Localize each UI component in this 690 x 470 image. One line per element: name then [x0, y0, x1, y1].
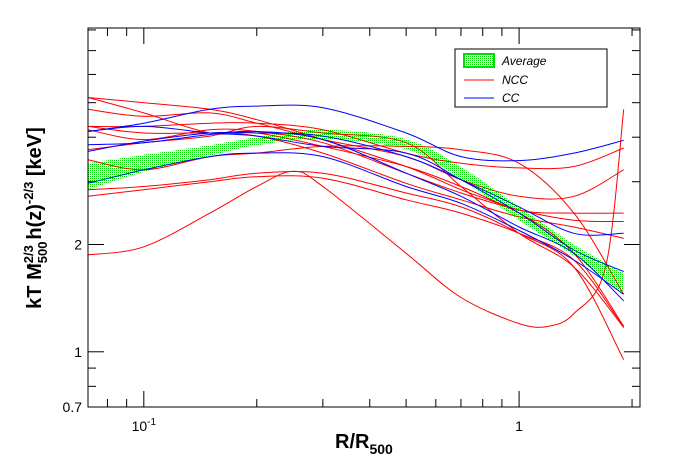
series-ncc-8 [87, 128, 624, 223]
series-cc-11 [87, 104, 624, 162]
series-cc-15 [87, 125, 624, 272]
y-axis-title: kT M500-2/3 h(z)-2/3 [keV] [21, 127, 50, 309]
series-ncc-0 [87, 97, 625, 327]
series-ncc-2 [87, 175, 625, 328]
series-cc-13 [87, 130, 625, 302]
series-ncc-9 [87, 125, 624, 239]
y-tick-label: 1 [74, 344, 82, 360]
series-cc-14 [87, 152, 624, 295]
legend-swatch-average [463, 53, 495, 68]
series-layer [87, 97, 625, 360]
series-cc-12 [87, 131, 624, 236]
tick-layer: 0.7 1 2 10-1 1 [63, 28, 640, 434]
series-ncc-3 [87, 170, 625, 360]
legend-label-cc: CC [502, 91, 520, 105]
x-axis-title: R/R500 [335, 431, 393, 457]
legend-label-average: Average [501, 54, 547, 68]
plot-frame [87, 27, 641, 408]
series-ncc-1 [87, 109, 625, 328]
x-tick-label: 1 [515, 418, 523, 434]
legend: Average NCC CC [454, 48, 608, 108]
legend-label-ncc: NCC [502, 73, 528, 87]
y-tick-label: 2 [74, 237, 82, 253]
series-ncc-10 [87, 125, 625, 328]
series-ncc-5 [87, 108, 624, 200]
legend-box [454, 48, 608, 108]
x-tick-label: 10-1 [132, 417, 157, 434]
y-tick-label: 0.7 [63, 399, 83, 415]
